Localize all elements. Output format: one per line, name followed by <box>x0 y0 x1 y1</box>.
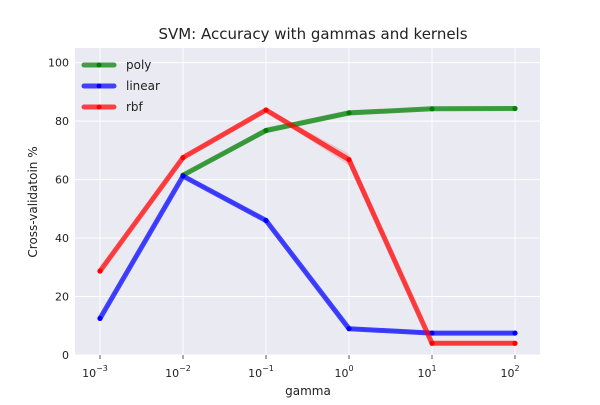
x-tick-label: 102 <box>500 364 519 380</box>
legend-marker-rbf <box>96 104 102 110</box>
point-poly <box>512 105 518 112</box>
legend-marker-poly <box>96 62 102 68</box>
point-linear <box>263 217 269 224</box>
y-tick-label: 40 <box>55 232 69 245</box>
y-tick-label: 0 <box>62 349 69 362</box>
x-axis-label: gamma <box>285 384 331 398</box>
x-tick-label: 101 <box>417 364 436 380</box>
legend-label-rbf: rbf <box>126 100 144 114</box>
x-tick-label: 10−1 <box>248 364 274 380</box>
legend-label-linear: linear <box>126 79 160 93</box>
y-axis-label: Cross-validatoin % <box>26 146 40 257</box>
point-linear <box>429 330 435 336</box>
point-poly <box>429 106 435 112</box>
x-tick-label: 10−3 <box>82 364 108 380</box>
line-rbf <box>97 107 518 346</box>
x-tick-label: 10−2 <box>165 364 191 380</box>
chart-title: SVM: Accuracy with gammas and kernels <box>158 25 467 43</box>
point-rbf <box>97 268 103 274</box>
point-rbf <box>346 157 352 163</box>
point-rbf <box>512 340 518 346</box>
y-tick-label: 100 <box>48 57 69 70</box>
legend-label-poly: poly <box>126 58 151 72</box>
point-poly <box>263 127 269 134</box>
y-tick-label: 60 <box>55 174 69 187</box>
legend-marker-linear <box>96 83 102 89</box>
y-tick-label: 80 <box>55 115 69 128</box>
y-tick-label: 20 <box>55 291 69 304</box>
point-poly <box>346 110 352 116</box>
point-linear <box>180 173 186 179</box>
tick-labels: 10−3 10−2 10−1 100 101 102 0 20 40 60 80 100 <box>48 57 520 380</box>
point-linear <box>97 315 103 322</box>
line-linear <box>97 173 518 336</box>
point-rbf <box>263 107 269 113</box>
plot-area <box>75 48 540 355</box>
legend: poly linear rbf <box>81 58 160 114</box>
point-linear <box>346 326 352 332</box>
point-linear <box>512 330 518 336</box>
x-tick-label: 100 <box>334 364 353 380</box>
series-lines <box>97 105 518 346</box>
point-rbf <box>180 155 186 161</box>
point-rbf <box>429 340 435 346</box>
